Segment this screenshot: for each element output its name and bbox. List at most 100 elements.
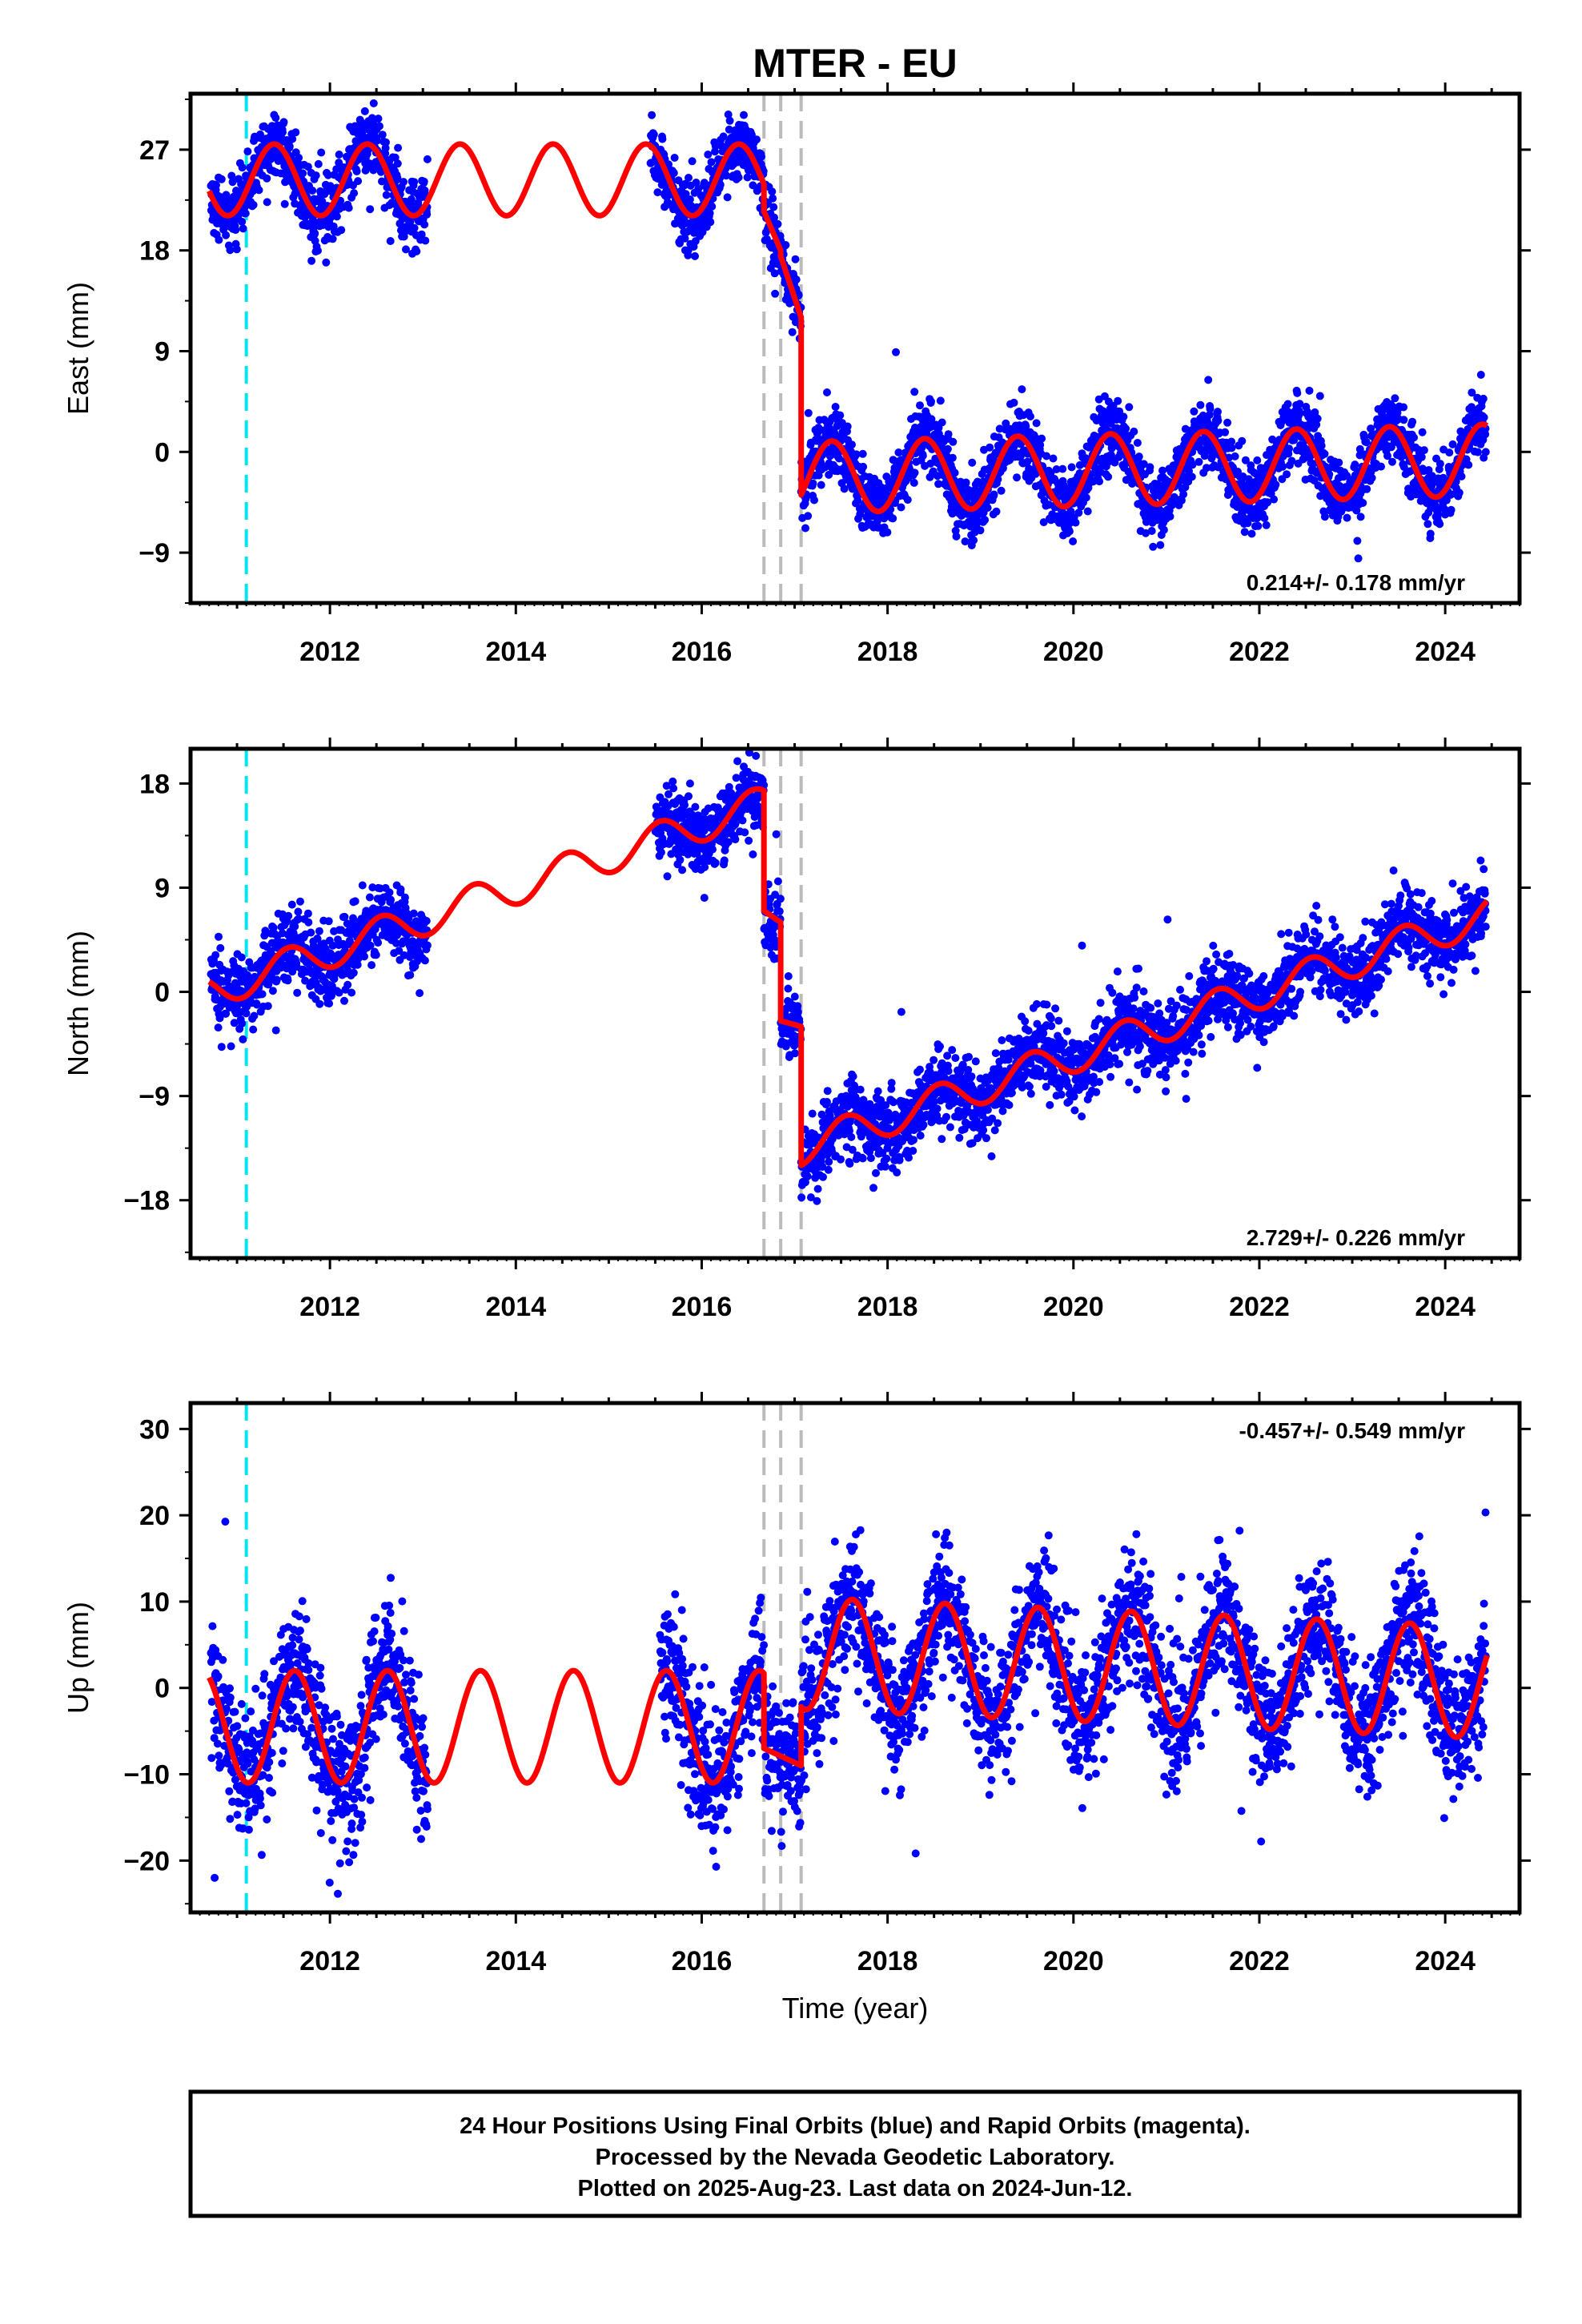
data-point	[396, 885, 405, 894]
data-point	[366, 205, 375, 214]
data-point	[1423, 520, 1432, 529]
data-point	[1149, 542, 1158, 551]
data-point	[858, 449, 867, 458]
data-point	[393, 174, 402, 183]
data-point	[423, 210, 432, 219]
data-point	[692, 179, 701, 187]
data-point	[314, 159, 323, 168]
data-point	[1270, 495, 1279, 504]
x-tick-label: 2018	[857, 1292, 918, 1322]
data-point	[1354, 554, 1363, 563]
data-point	[1399, 416, 1408, 424]
x-tick-label: 2014	[485, 637, 546, 667]
data-point	[382, 138, 390, 147]
data-point	[1479, 394, 1488, 403]
data-point	[1159, 525, 1168, 534]
data-point	[337, 226, 346, 235]
data-point	[1147, 527, 1156, 535]
data-point	[981, 516, 990, 525]
data-point	[1445, 448, 1454, 457]
data-point	[771, 289, 780, 298]
data-point	[360, 107, 369, 115]
data-point	[1231, 452, 1239, 460]
data-point	[360, 952, 368, 961]
x-tick-label: 2014	[485, 1292, 546, 1322]
data-point	[743, 173, 752, 182]
data-point	[1455, 489, 1464, 497]
data-point	[903, 496, 912, 505]
data-point	[705, 209, 714, 218]
data-point	[299, 169, 307, 178]
data-point	[228, 178, 237, 187]
data-point	[889, 514, 897, 523]
data-point	[1119, 412, 1128, 421]
data-point	[961, 537, 970, 546]
data-point	[325, 999, 334, 1008]
data-point	[1223, 418, 1232, 427]
data-point	[685, 779, 694, 788]
data-point	[381, 143, 390, 152]
data-point	[894, 448, 903, 456]
data-point	[231, 226, 240, 235]
data-point	[272, 975, 281, 984]
data-point	[281, 178, 290, 187]
data-point	[317, 148, 326, 157]
data-point	[1283, 470, 1291, 479]
data-point	[938, 418, 946, 427]
data-point	[732, 774, 741, 782]
data-point	[393, 159, 402, 168]
data-point	[375, 122, 383, 131]
data-point	[227, 1042, 235, 1051]
data-point	[700, 894, 709, 903]
data-point	[670, 154, 679, 162]
data-point	[1146, 463, 1154, 472]
data-point	[691, 802, 700, 811]
data-point	[349, 968, 358, 977]
data-point	[352, 167, 361, 175]
data-point	[801, 524, 809, 533]
data-point	[421, 236, 430, 245]
data-point	[222, 231, 231, 239]
data-point	[681, 801, 689, 810]
data-point	[706, 218, 715, 227]
data-point	[314, 247, 322, 255]
data-point	[250, 1011, 259, 1020]
data-point	[1214, 416, 1223, 425]
data-point	[1002, 419, 1010, 428]
data-point	[1156, 541, 1165, 549]
y-tick-label: 0	[155, 978, 170, 1008]
data-point	[934, 480, 943, 489]
data-point	[731, 835, 740, 844]
chart-title: MTER - EU	[753, 41, 958, 86]
data-point	[1417, 452, 1426, 461]
data-point	[288, 135, 297, 143]
data-point	[817, 480, 825, 489]
y-tick-label: 0	[155, 437, 170, 468]
data-point	[263, 1002, 272, 1011]
data-point	[669, 777, 677, 786]
data-point	[386, 237, 395, 245]
data-point	[1206, 404, 1215, 413]
data-point	[1058, 464, 1067, 473]
data-point	[804, 408, 813, 417]
data-point	[791, 255, 800, 263]
data-point	[685, 174, 693, 182]
x-tick-label: 2022	[1229, 637, 1290, 667]
data-point	[809, 479, 817, 488]
x-tick-label: 2016	[672, 637, 733, 667]
x-tick-label: 2024	[1415, 1292, 1476, 1322]
data-point	[1095, 477, 1104, 486]
data-point	[733, 757, 742, 766]
data-point	[406, 971, 415, 979]
data-point	[394, 143, 403, 152]
data-point	[1399, 403, 1408, 412]
data-point	[768, 187, 777, 196]
data-point	[1315, 392, 1324, 400]
data-point	[1359, 499, 1367, 507]
data-point	[681, 190, 690, 199]
data-point	[332, 212, 341, 221]
data-point	[1221, 428, 1230, 436]
data-point	[1391, 394, 1399, 403]
data-point	[212, 181, 220, 190]
data-point	[753, 135, 761, 144]
